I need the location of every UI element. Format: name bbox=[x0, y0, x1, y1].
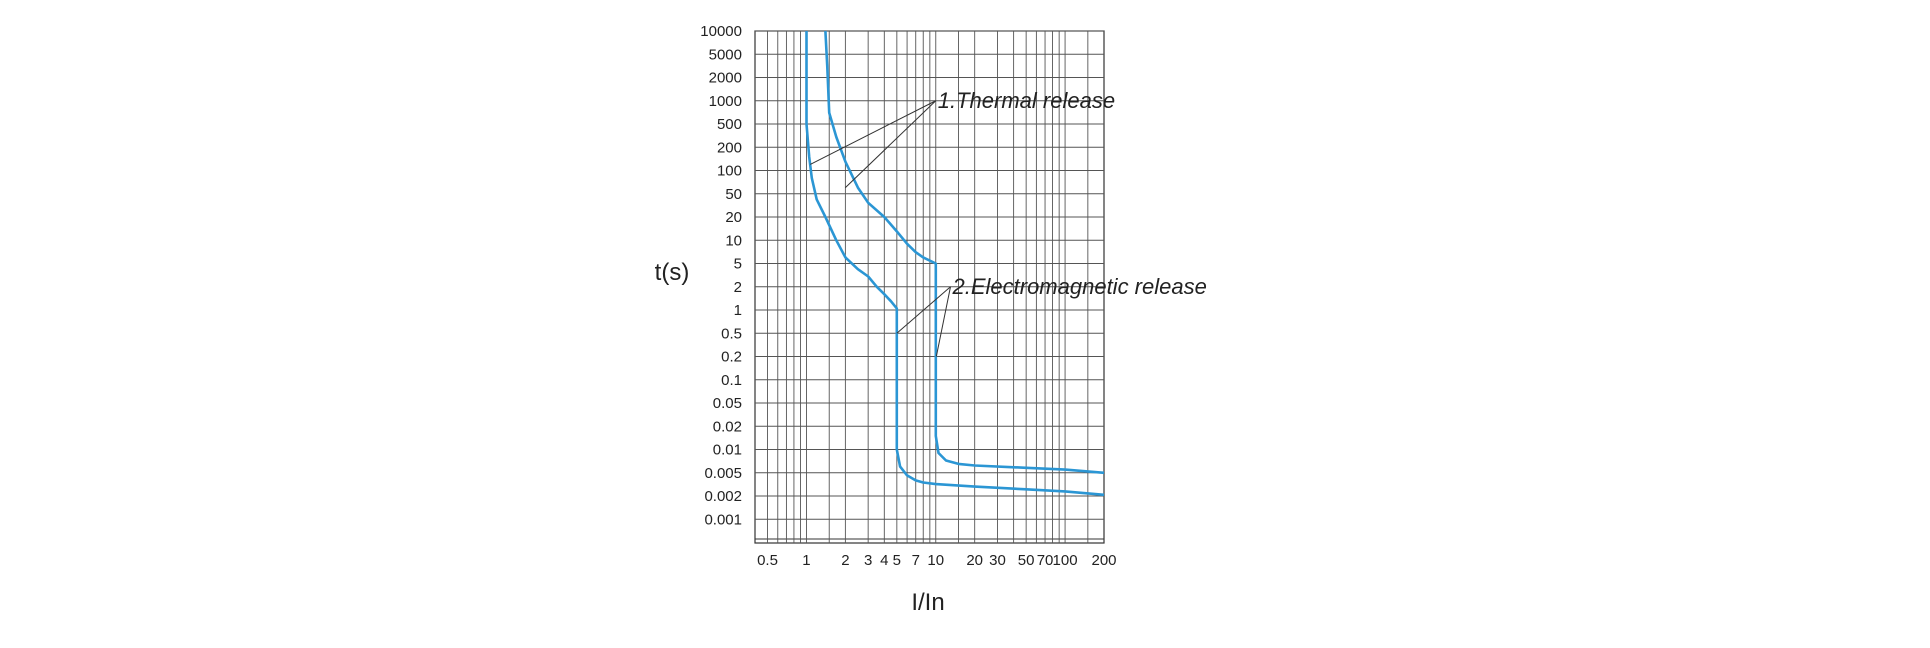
x-tick-label: 70 bbox=[1037, 552, 1054, 569]
x-tick-label: 200 bbox=[1091, 552, 1116, 569]
y-tick-label: 0.005 bbox=[704, 465, 742, 482]
annotation-label-2: 2.Electromagnetic release bbox=[951, 274, 1206, 299]
x-tick-label: 0.5 bbox=[757, 552, 778, 569]
y-tick-label: 2 bbox=[734, 279, 742, 296]
annotation-leader-line bbox=[935, 286, 951, 357]
x-tick-label: 5 bbox=[893, 552, 901, 569]
x-tick-label: 7 bbox=[912, 552, 920, 569]
annotation-label-1: 1.Thermal release bbox=[938, 88, 1115, 113]
y-axis-ticks: 10000 5000 2000 1000 500 200 100 50 20 10 5 2 1 0.5 0.… bbox=[700, 23, 742, 528]
x-tick-label: 100 bbox=[1053, 552, 1078, 569]
x-tick-label: 3 bbox=[864, 552, 872, 569]
y-tick-label: 0.01 bbox=[713, 442, 742, 459]
y-tick-label: 100 bbox=[717, 163, 742, 180]
x-tick-label: 30 bbox=[989, 552, 1006, 569]
x-tick-label: 4 bbox=[880, 552, 888, 569]
y-tick-label: 0.002 bbox=[704, 488, 742, 505]
y-tick-label: 10 bbox=[725, 232, 742, 249]
x-tick-label: 1 bbox=[802, 552, 810, 569]
series-line-2 bbox=[824, 30, 1105, 475]
x-tick-label: 2 bbox=[841, 552, 849, 569]
chart-grid bbox=[754, 30, 1105, 544]
y-tick-label: 0.2 bbox=[721, 349, 742, 366]
y-tick-label: 10000 bbox=[700, 23, 742, 40]
y-tick-label: 200 bbox=[717, 139, 742, 156]
x-axis-label: I/In bbox=[911, 589, 944, 616]
x-tick-label: 20 bbox=[966, 552, 983, 569]
y-tick-label: 0.02 bbox=[713, 418, 742, 435]
y-tick-label: 0.1 bbox=[721, 372, 742, 389]
chart-series bbox=[805, 30, 1105, 497]
y-tick-label: 0.5 bbox=[721, 325, 742, 342]
y-tick-label: 1000 bbox=[709, 93, 742, 110]
chart-annotations: 1.Thermal release 2.Electromagnetic relea… bbox=[810, 88, 1207, 357]
y-tick-label: 500 bbox=[717, 116, 742, 133]
x-axis-ticks: 0.5 1 2 3 4 5 7 10 20 30 50 70 100 200 bbox=[757, 552, 1116, 569]
y-tick-label: 50 bbox=[725, 186, 742, 203]
y-axis-label: t(s) bbox=[655, 259, 690, 286]
x-tick-label: 10 bbox=[927, 552, 944, 569]
y-tick-label: 20 bbox=[725, 209, 742, 226]
x-tick-label: 50 bbox=[1018, 552, 1035, 569]
annotation-leader-line bbox=[845, 100, 937, 188]
series-line-1 bbox=[805, 31, 1105, 497]
y-tick-label: 0.05 bbox=[713, 395, 742, 412]
y-tick-label: 1 bbox=[734, 302, 742, 319]
y-tick-label: 5000 bbox=[709, 46, 742, 63]
annotation-leader-line bbox=[896, 286, 951, 334]
y-tick-label: 2000 bbox=[709, 70, 742, 87]
y-tick-label: 0.001 bbox=[704, 511, 742, 528]
annotation-leader-line bbox=[810, 100, 936, 165]
y-tick-label: 5 bbox=[734, 256, 742, 273]
